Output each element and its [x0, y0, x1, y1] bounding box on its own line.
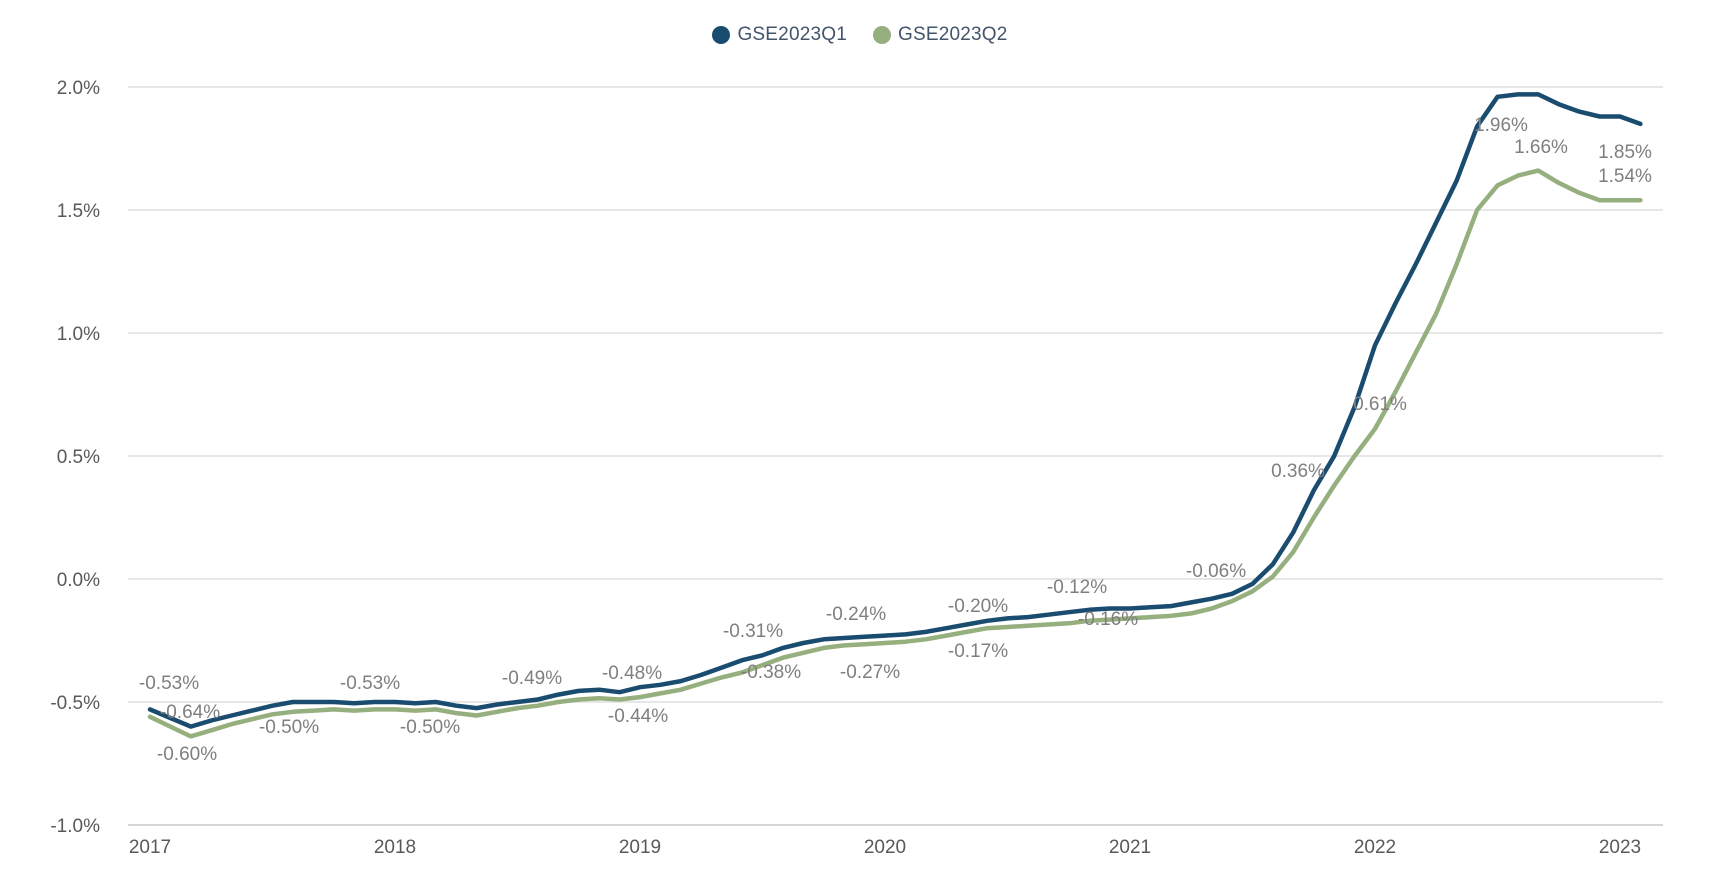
- data-label: -0.17%: [948, 641, 1008, 662]
- data-label: 0.61%: [1353, 394, 1407, 415]
- legend-label: GSE2023Q1: [737, 24, 847, 45]
- data-label: -0.12%: [1047, 577, 1107, 598]
- data-label: -0.64%: [160, 702, 220, 723]
- data-label: -0.50%: [259, 717, 319, 738]
- data-label: -0.53%: [139, 673, 199, 694]
- data-label: -0.27%: [840, 662, 900, 683]
- legend-item-gse2023q2[interactable]: GSE2023Q2: [873, 24, 1008, 46]
- x-axis-label: 2022: [1354, 837, 1396, 858]
- data-label: -0.31%: [723, 621, 783, 642]
- data-label: -0.53%: [340, 673, 400, 694]
- y-axis-label: 1.0%: [57, 324, 100, 345]
- legend-item-gse2023q1[interactable]: GSE2023Q1: [712, 24, 847, 46]
- data-label: 1.54%: [1598, 166, 1652, 187]
- x-axis-label: 2021: [1109, 837, 1151, 858]
- data-label: 1.66%: [1514, 137, 1568, 158]
- data-label: -0.20%: [948, 596, 1008, 617]
- x-axis-label: 2017: [129, 837, 171, 858]
- data-label: 0.36%: [1271, 461, 1325, 482]
- data-label: 1.85%: [1598, 142, 1652, 163]
- y-axis-label: 0.5%: [57, 447, 100, 468]
- data-label: -0.06%: [1186, 561, 1246, 582]
- legend-label: GSE2023Q2: [898, 24, 1008, 45]
- data-label: 1.96%: [1474, 115, 1528, 136]
- data-label: -0.24%: [826, 604, 886, 625]
- data-label: -0.48%: [602, 663, 662, 684]
- legend-marker-icon: [873, 26, 891, 44]
- data-label: -0.16%: [1078, 609, 1138, 630]
- data-label: -0.44%: [608, 706, 668, 727]
- y-axis-label: -1.0%: [50, 816, 100, 837]
- data-label: -0.38%: [741, 662, 801, 683]
- x-axis-label: 2023: [1599, 837, 1641, 858]
- y-axis-label: 1.5%: [57, 201, 100, 222]
- legend-marker-icon: [712, 26, 731, 44]
- y-axis-label: 0.0%: [57, 570, 100, 591]
- chart-legend: GSE2023Q1 GSE2023Q2: [0, 24, 1720, 46]
- y-axis-label: 2.0%: [57, 78, 100, 99]
- y-axis-label: -0.5%: [50, 693, 100, 714]
- series-line-gse2023q2[interactable]: [147, 168, 1643, 739]
- data-label: -0.60%: [157, 744, 217, 765]
- series-line-gse2023q1[interactable]: [147, 92, 1643, 729]
- x-axis-label: 2020: [864, 837, 906, 858]
- data-label: -0.50%: [400, 717, 460, 738]
- data-label: -0.49%: [502, 668, 562, 689]
- x-axis-label: 2018: [374, 837, 416, 858]
- x-axis-label: 2019: [619, 837, 661, 858]
